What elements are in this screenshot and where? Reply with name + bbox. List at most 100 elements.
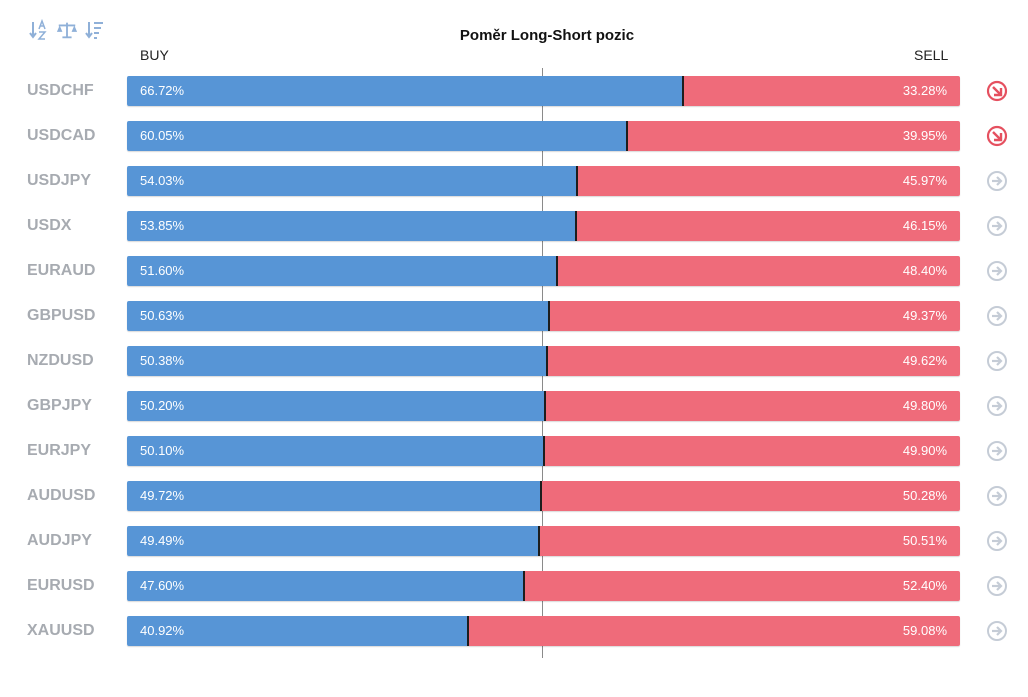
bar-divider <box>576 166 578 196</box>
chart-row: USDJPY 54.03% 45.97% <box>0 166 1028 211</box>
chart-row: EURAUD 51.60% 48.40% <box>0 256 1028 301</box>
buy-bar-segment: 50.38% <box>127 346 546 376</box>
bar-divider <box>546 346 548 376</box>
trend-neutral-arrow-icon[interactable] <box>986 575 1008 597</box>
sell-percent-label: 49.90% <box>902 443 947 458</box>
ratio-bar: 47.60% 52.40% <box>127 571 960 601</box>
trend-down-arrow-icon[interactable] <box>986 125 1008 147</box>
symbol-label[interactable]: GBPJPY <box>27 397 92 414</box>
trend-neutral-arrow-icon[interactable] <box>986 170 1008 192</box>
trend-neutral-arrow-icon[interactable] <box>986 395 1008 417</box>
buy-percent-label: 50.63% <box>140 308 185 323</box>
chart-row: EURJPY 50.10% 49.90% <box>0 436 1028 481</box>
buy-percent-label: 50.20% <box>140 398 185 413</box>
symbol-label[interactable]: GBPUSD <box>27 307 96 324</box>
sell-bar-segment: 33.28% <box>684 76 960 106</box>
sell-bar-segment: 49.90% <box>545 436 960 466</box>
sort-alphabetical-icon[interactable] <box>28 18 50 42</box>
balance-scale-icon[interactable] <box>56 18 78 42</box>
sell-percent-label: 33.28% <box>902 83 947 98</box>
buy-bar-segment: 60.05% <box>127 121 626 151</box>
sell-bar-segment: 46.15% <box>577 211 960 241</box>
sell-bar-segment: 49.37% <box>550 301 960 331</box>
trend-neutral-arrow-icon[interactable] <box>986 305 1008 327</box>
buy-bar-segment: 51.60% <box>127 256 556 286</box>
symbol-label[interactable]: EURAUD <box>27 262 96 279</box>
bar-rows: USDCHF 66.72% 33.28% USDCAD 60.05% 39.95% USDJ… <box>0 76 1028 661</box>
trend-neutral-arrow-icon[interactable] <box>986 440 1008 462</box>
trend-neutral-arrow-icon[interactable] <box>986 620 1008 642</box>
symbol-label[interactable]: AUDUSD <box>27 487 96 504</box>
buy-bar-segment: 53.85% <box>127 211 575 241</box>
sell-bar-segment: 50.51% <box>540 526 960 556</box>
buy-percent-label: 66.72% <box>140 83 185 98</box>
sell-percent-label: 49.37% <box>902 308 947 323</box>
ratio-bar: 49.72% 50.28% <box>127 481 960 511</box>
ratio-bar: 54.03% 45.97% <box>127 166 960 196</box>
buy-bar-segment: 66.72% <box>127 76 682 106</box>
sell-bar-segment: 48.40% <box>558 256 960 286</box>
buy-bar-segment: 50.10% <box>127 436 543 466</box>
trend-neutral-arrow-icon[interactable] <box>986 350 1008 372</box>
sell-bar-segment: 59.08% <box>469 616 960 646</box>
sell-percent-label: 46.15% <box>902 218 947 233</box>
symbol-label[interactable]: XAUUSD <box>27 622 95 639</box>
buy-percent-label: 53.85% <box>140 218 185 233</box>
trend-neutral-arrow-icon[interactable] <box>986 485 1008 507</box>
symbol-label[interactable]: EURUSD <box>27 577 95 594</box>
ratio-bar: 66.72% 33.28% <box>127 76 960 106</box>
symbol-label[interactable]: USDJPY <box>27 172 92 189</box>
sell-bar-segment: 49.80% <box>546 391 960 421</box>
sell-bar-segment: 49.62% <box>548 346 960 376</box>
ratio-bar: 50.20% 49.80% <box>127 391 960 421</box>
chart-title: Poměr Long-Short pozic <box>459 27 635 44</box>
symbol-label[interactable]: USDCHF <box>27 82 94 99</box>
sell-percent-label: 59.08% <box>902 623 947 638</box>
symbol-label[interactable]: NZDUSD <box>27 352 94 369</box>
bar-divider <box>523 571 525 601</box>
symbol-label[interactable]: USDX <box>27 217 72 234</box>
bar-divider <box>538 526 540 556</box>
chart-row: USDX 53.85% 46.15% <box>0 211 1028 256</box>
sell-percent-label: 50.28% <box>902 488 947 503</box>
sell-bar-segment: 45.97% <box>578 166 960 196</box>
buy-column-label: BUY <box>140 47 169 63</box>
trend-neutral-arrow-icon[interactable] <box>986 215 1008 237</box>
chart-row: AUDUSD 49.72% 50.28% <box>0 481 1028 526</box>
symbol-label[interactable]: EURJPY <box>27 442 92 459</box>
bar-divider <box>548 301 550 331</box>
trend-neutral-arrow-icon[interactable] <box>986 260 1008 282</box>
buy-percent-label: 54.03% <box>140 173 185 188</box>
chart-row: EURUSD 47.60% 52.40% <box>0 571 1028 616</box>
buy-percent-label: 50.10% <box>140 443 185 458</box>
buy-percent-label: 49.72% <box>140 488 185 503</box>
ratio-bar: 51.60% 48.40% <box>127 256 960 286</box>
symbol-label[interactable]: USDCAD <box>27 127 96 144</box>
sell-column-label: SELL <box>914 47 949 63</box>
ratio-bar: 40.92% 59.08% <box>127 616 960 646</box>
buy-percent-label: 49.49% <box>140 533 185 548</box>
sell-bar-segment: 52.40% <box>525 571 960 601</box>
trend-down-arrow-icon[interactable] <box>986 80 1008 102</box>
buy-bar-segment: 49.49% <box>127 526 538 556</box>
bar-divider <box>467 616 469 646</box>
sell-bar-segment: 50.28% <box>542 481 960 511</box>
trend-neutral-arrow-icon[interactable] <box>986 530 1008 552</box>
sell-percent-label: 49.62% <box>902 353 947 368</box>
chart-row: USDCHF 66.72% 33.28% <box>0 76 1028 121</box>
chart-row: USDCAD 60.05% 39.95% <box>0 121 1028 166</box>
sell-percent-label: 45.97% <box>902 173 947 188</box>
sell-percent-label: 48.40% <box>902 263 947 278</box>
ratio-bar: 50.10% 49.90% <box>127 436 960 466</box>
bar-divider <box>575 211 577 241</box>
sell-percent-label: 39.95% <box>902 128 947 143</box>
buy-bar-segment: 40.92% <box>127 616 467 646</box>
buy-bar-segment: 50.63% <box>127 301 548 331</box>
ratio-bar: 49.49% 50.51% <box>127 526 960 556</box>
symbol-label[interactable]: AUDJPY <box>27 532 92 549</box>
sell-bar-segment: 39.95% <box>628 121 960 151</box>
sort-descending-icon[interactable] <box>84 18 106 42</box>
chart-row: GBPJPY 50.20% 49.80% <box>0 391 1028 436</box>
buy-bar-segment: 50.20% <box>127 391 544 421</box>
buy-percent-label: 40.92% <box>140 623 185 638</box>
